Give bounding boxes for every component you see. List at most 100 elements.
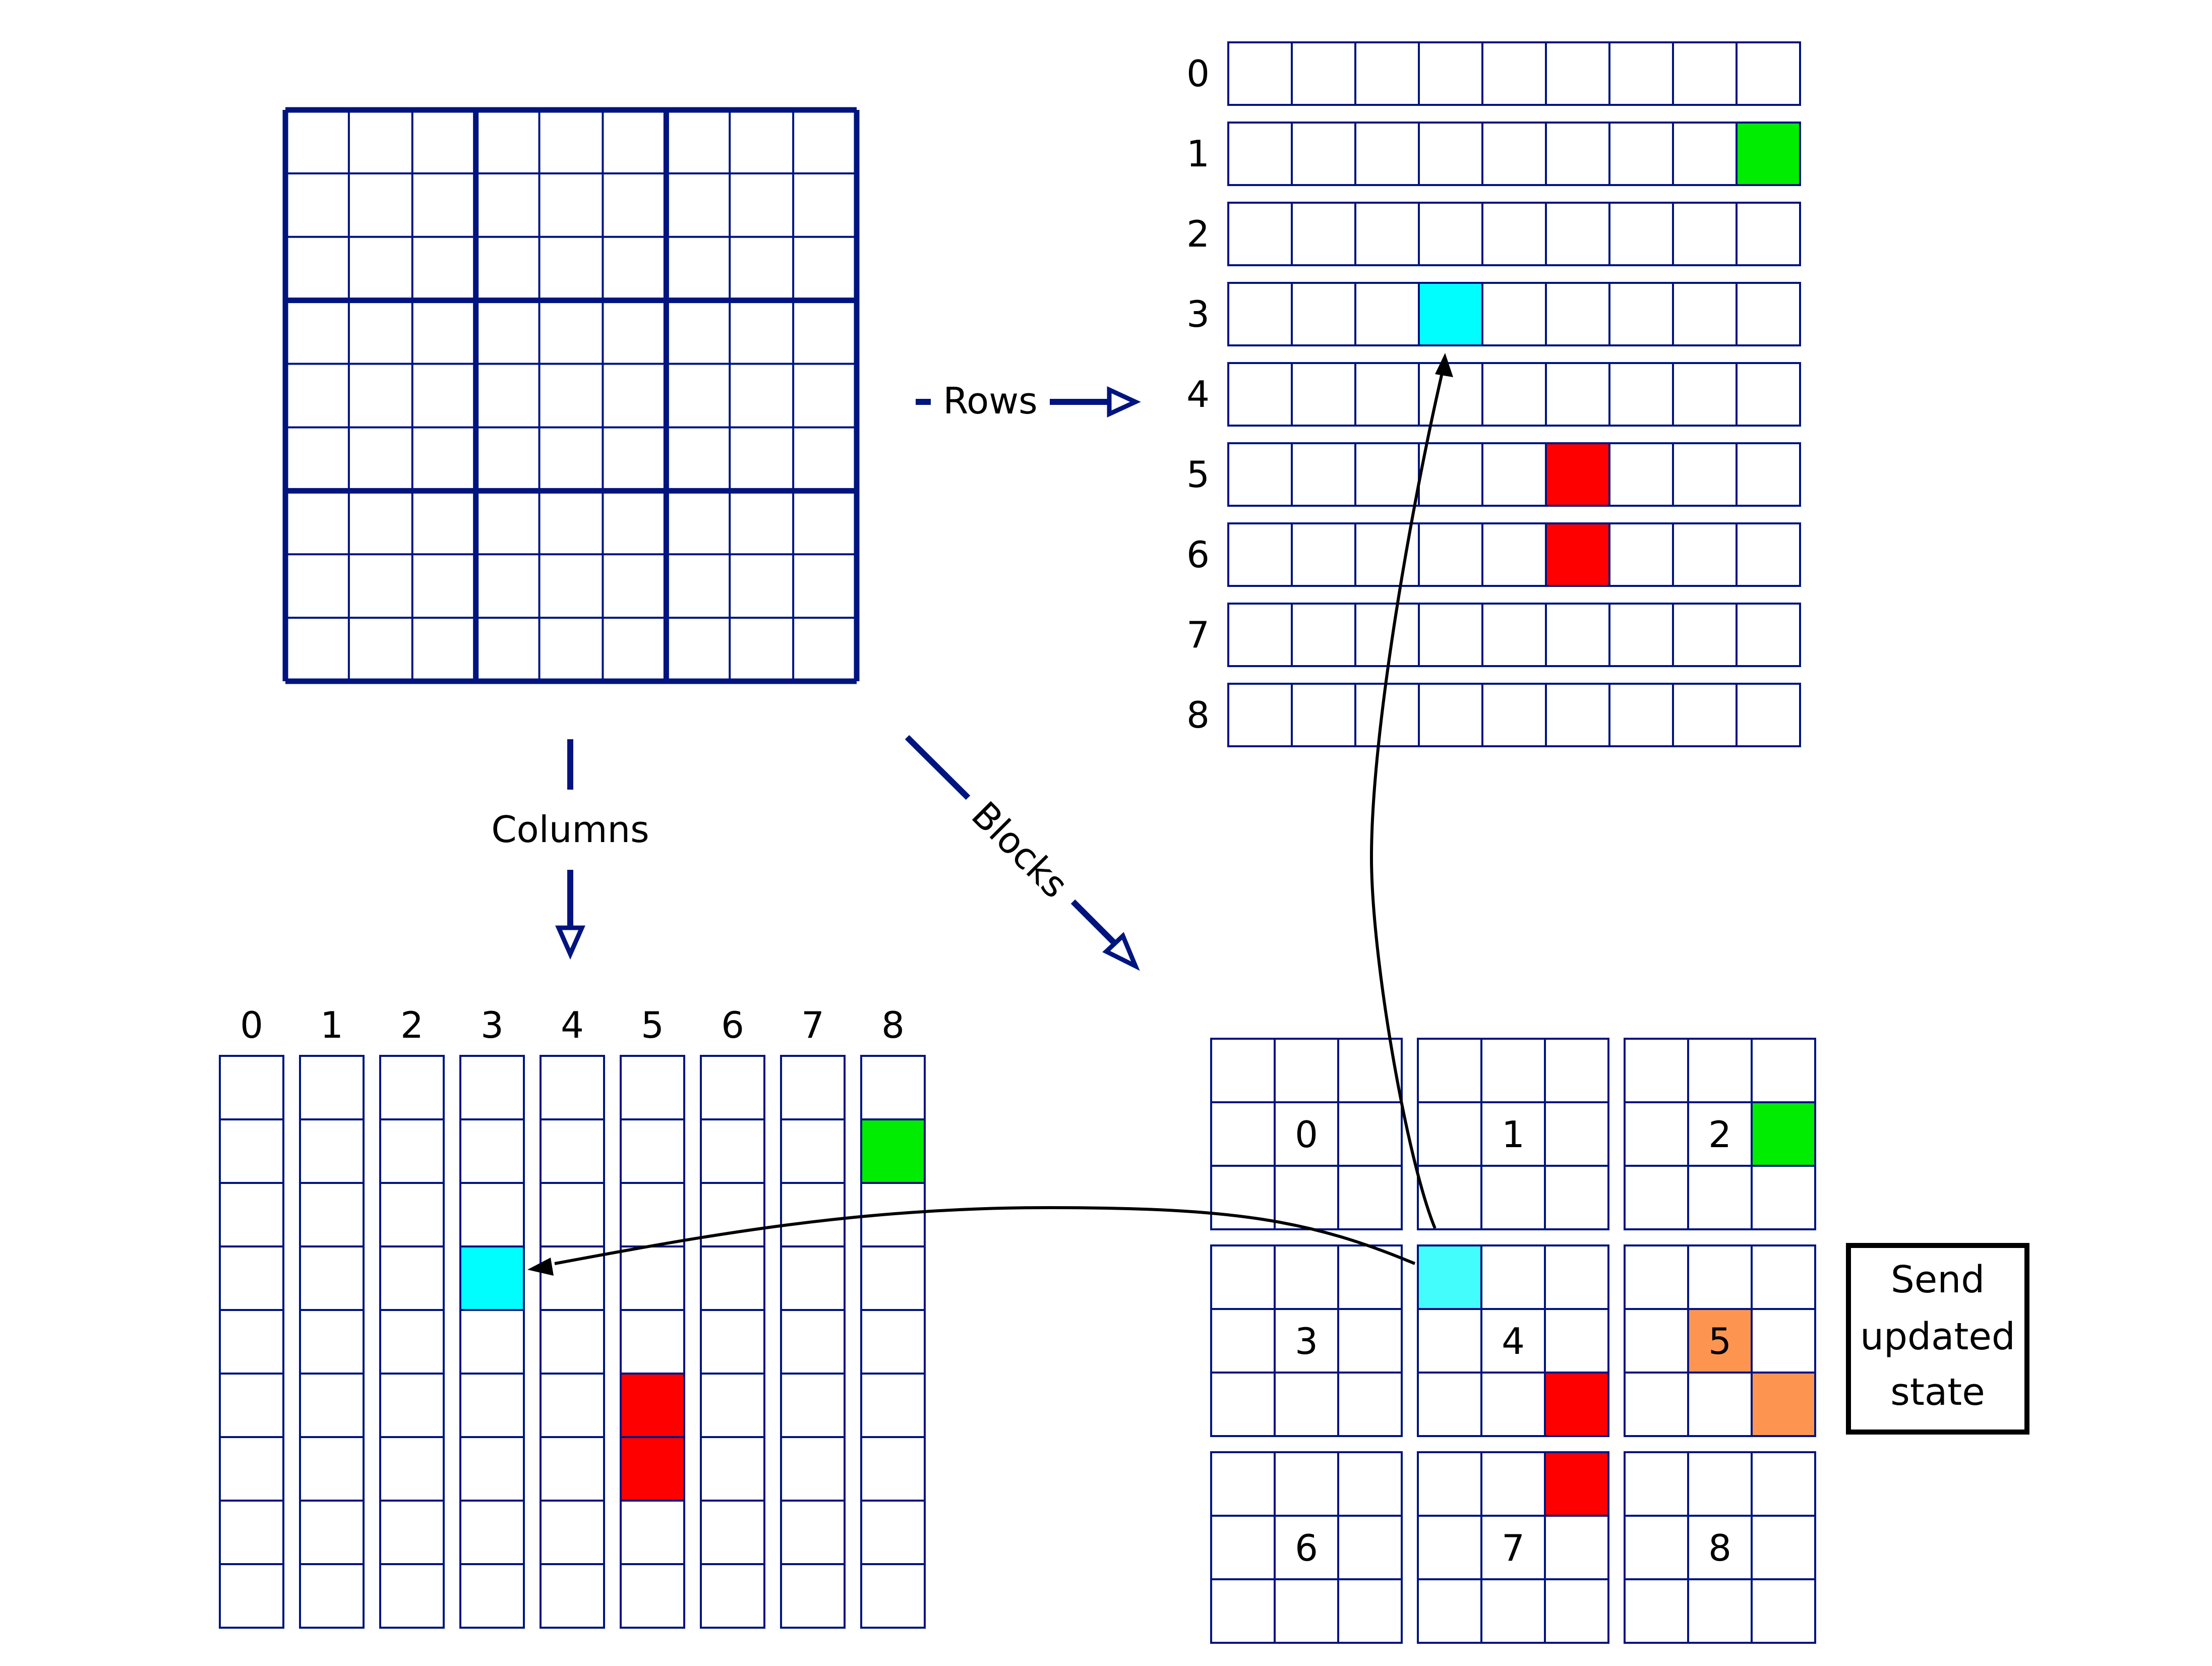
column-cell <box>620 1118 685 1184</box>
row-cell <box>1608 683 1674 747</box>
row-cell <box>1227 362 1293 427</box>
column-cell <box>459 1118 525 1184</box>
column-cell <box>620 1182 685 1247</box>
column-cell <box>459 1309 525 1375</box>
send-updated-state-box: Send updated state <box>1846 1243 2029 1435</box>
row-cell <box>1736 522 1801 587</box>
row-cell <box>1672 522 1738 587</box>
block-cell <box>1417 1244 1482 1310</box>
column-label: 6 <box>721 1004 744 1046</box>
block-cell <box>1624 1515 1689 1580</box>
row-cell <box>1291 282 1356 346</box>
block-cell <box>1337 1244 1403 1310</box>
row-cell <box>1481 522 1547 587</box>
column-cell <box>459 1563 525 1629</box>
block-cell <box>1751 1372 1816 1437</box>
block-cell <box>1210 1451 1276 1517</box>
block-cell <box>1544 1038 1609 1103</box>
block-cell <box>1544 1372 1609 1437</box>
row-cell <box>1418 41 1483 106</box>
row-cell <box>1545 683 1610 747</box>
row-label: 2 <box>1186 213 1210 255</box>
block-cell <box>1544 1451 1609 1517</box>
column-cell <box>700 1500 765 1565</box>
block-label: 8 <box>1708 1527 1731 1569</box>
row-cell <box>1418 202 1483 266</box>
row-label: 6 <box>1186 533 1210 576</box>
block-cell <box>1274 1372 1339 1437</box>
column-cell <box>459 1436 525 1502</box>
row-cell <box>1227 603 1293 667</box>
column-cell <box>379 1436 445 1502</box>
column-cell <box>860 1500 926 1565</box>
block-label: 6 <box>1295 1527 1318 1569</box>
block-cell <box>1417 1515 1482 1580</box>
block-cell <box>1337 1165 1403 1230</box>
column-cell <box>860 1436 926 1502</box>
block-cell <box>1544 1308 1609 1374</box>
column-cell <box>780 1500 846 1565</box>
block-cell <box>1751 1244 1816 1310</box>
row-cell <box>1227 683 1293 747</box>
block-label: 4 <box>1502 1320 1525 1362</box>
column-cell <box>540 1373 605 1438</box>
row-label: 3 <box>1186 293 1210 335</box>
block-cell <box>1624 1101 1689 1167</box>
column-cell <box>620 1563 685 1629</box>
row-label: 7 <box>1186 614 1210 656</box>
column-cell <box>379 1182 445 1247</box>
row-cell <box>1227 122 1293 186</box>
row-cell <box>1608 522 1674 587</box>
row-cell <box>1672 41 1738 106</box>
row-cell <box>1672 442 1738 507</box>
row-cell <box>1227 202 1293 266</box>
row-cell <box>1354 282 1420 346</box>
row-cell <box>1291 683 1356 747</box>
column-label: 1 <box>320 1004 343 1046</box>
column-label: 0 <box>240 1004 263 1046</box>
row-cell <box>1545 282 1610 346</box>
block-cell <box>1751 1578 1816 1644</box>
column-cell <box>700 1118 765 1184</box>
block-cell <box>1337 1578 1403 1644</box>
column-cell <box>379 1563 445 1629</box>
column-cell <box>780 1309 846 1375</box>
column-cell <box>299 1563 365 1629</box>
column-cell <box>540 1055 605 1120</box>
row-label: 4 <box>1186 373 1210 415</box>
column-cell <box>299 1436 365 1502</box>
block-cell <box>1480 1308 1546 1374</box>
column-cell <box>620 1436 685 1502</box>
block-cell <box>1687 1578 1753 1644</box>
column-cell <box>219 1182 284 1247</box>
row-cell <box>1545 202 1610 266</box>
row-cell <box>1481 41 1547 106</box>
send-box-line-3: state <box>1890 1371 1985 1414</box>
column-label: 4 <box>561 1004 584 1046</box>
row-cell <box>1736 683 1801 747</box>
block-cell <box>1210 1038 1276 1103</box>
block-label: 3 <box>1295 1320 1318 1362</box>
columns-arrow: Columns <box>491 739 649 960</box>
row-label: 5 <box>1186 453 1210 496</box>
block-cell <box>1624 1165 1689 1230</box>
column-cell <box>379 1245 445 1311</box>
block-cell <box>1417 1101 1482 1167</box>
row-cell <box>1672 362 1738 427</box>
row-cell <box>1291 362 1356 427</box>
block-cell <box>1210 1244 1276 1310</box>
row-cell <box>1227 442 1293 507</box>
row-cell <box>1608 603 1674 667</box>
block-cell <box>1480 1101 1546 1167</box>
column-cell <box>459 1182 525 1247</box>
column-cell <box>299 1245 365 1311</box>
row-cell <box>1354 442 1420 507</box>
block-label: 0 <box>1295 1113 1318 1156</box>
column-cell <box>219 1245 284 1311</box>
row-cell <box>1545 603 1610 667</box>
row-cell <box>1545 362 1610 427</box>
block-cell <box>1337 1515 1403 1580</box>
row-cell <box>1608 282 1674 346</box>
column-cell <box>219 1309 284 1375</box>
row-cell <box>1354 362 1420 427</box>
